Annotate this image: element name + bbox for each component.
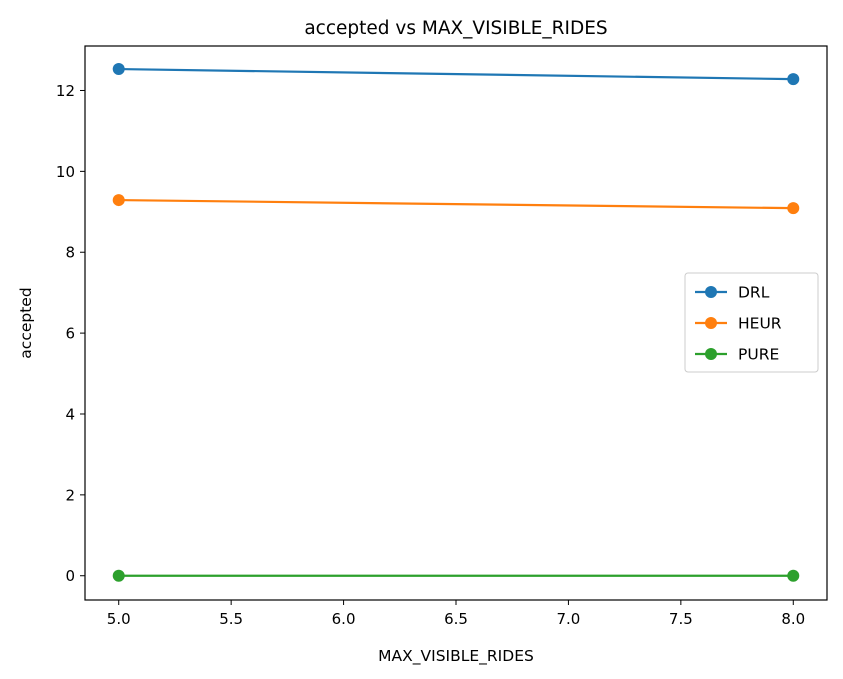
y-tick-label: 4 xyxy=(65,405,75,423)
x-tick-label: 6.5 xyxy=(444,610,468,628)
chart-title: accepted vs MAX_VISIBLE_RIDES xyxy=(304,18,607,39)
x-tick-label: 5.5 xyxy=(219,610,243,628)
legend: DRL HEUR PURE xyxy=(684,272,819,373)
legend-box xyxy=(684,272,819,373)
x-axis-title: MAX_VISIBLE_RIDES xyxy=(378,647,534,666)
x-axis: 5.0 5.5 6.0 6.5 7.0 7.5 8.0 xyxy=(107,600,805,628)
series-line-drl xyxy=(118,67,794,81)
data-point-heur xyxy=(112,194,125,207)
x-tick-label: 5.0 xyxy=(107,610,131,628)
y-tick-label: 12 xyxy=(56,82,75,100)
x-tick-label: 8.0 xyxy=(781,610,805,628)
x-tick-label: 6.0 xyxy=(332,610,356,628)
data-point-drl xyxy=(112,63,125,76)
y-axis: 0 2 4 6 8 10 12 xyxy=(56,82,85,585)
data-point-pure xyxy=(112,569,125,582)
y-axis-title: accepted xyxy=(17,287,35,358)
x-tick-label: 7.5 xyxy=(669,610,693,628)
data-point-drl xyxy=(787,73,800,86)
legend-label: DRL xyxy=(738,284,770,302)
y-tick-label: 8 xyxy=(65,244,75,262)
y-tick-label: 10 xyxy=(56,163,75,181)
x-tick-label: 7.0 xyxy=(556,610,580,628)
legend-swatch-marker xyxy=(705,348,717,360)
legend-label: HEUR xyxy=(738,315,782,333)
plot-area xyxy=(112,63,800,582)
data-point-heur xyxy=(787,202,800,215)
y-tick-label: 6 xyxy=(65,325,75,343)
y-tick-label: 2 xyxy=(65,486,75,504)
legend-label: PURE xyxy=(738,346,779,364)
y-tick-label: 0 xyxy=(65,567,75,585)
series-line-heur xyxy=(118,198,794,210)
data-point-pure xyxy=(787,569,800,582)
legend-swatch-marker xyxy=(705,317,717,329)
legend-swatch-marker xyxy=(705,286,717,298)
